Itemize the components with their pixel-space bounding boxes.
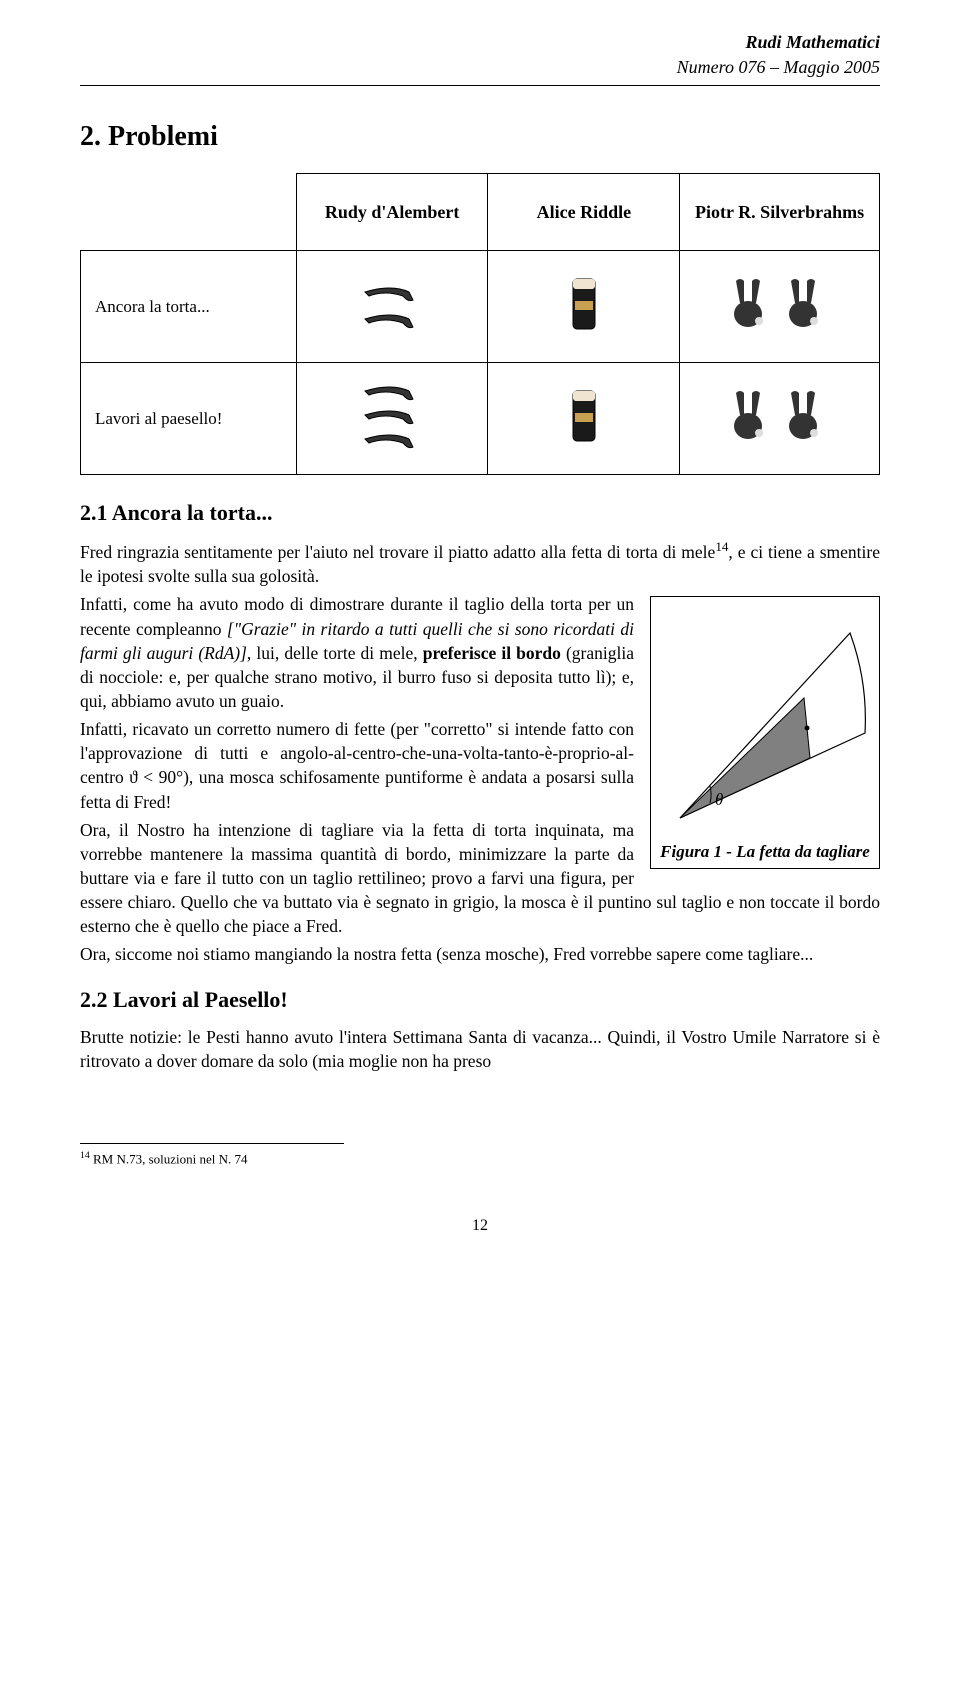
guinness-icon (559, 269, 609, 339)
figure-caption: Figura 1 - La fetta da tagliare (657, 842, 873, 862)
theta-label: θ (715, 790, 723, 809)
table-blank (81, 174, 297, 251)
page-number: 12 (80, 1217, 880, 1235)
cell-bunnies-2 (680, 363, 880, 475)
cell-guinness-2 (488, 363, 680, 475)
col-piotr: Piotr R. Silverbrahms (680, 174, 880, 251)
para-6: Brutte notizie: le Pesti hanno avuto l'i… (80, 1025, 880, 1073)
pipe-icon (357, 274, 427, 334)
cell-pipes-1 (296, 251, 488, 363)
journal-title: Rudi Mathematici (80, 30, 880, 55)
section-2-heading: 2. Problemi (80, 121, 880, 153)
para-1: Fred ringrazia sentitamente per l'aiuto … (80, 538, 880, 588)
p2c: , lui, delle torte di mele, (247, 643, 423, 663)
cell-pipes-2 (296, 363, 488, 475)
wedge-diagram: θ (660, 603, 870, 833)
bunny-icon (720, 269, 840, 339)
row-paesello: Lavori al paesello! (81, 363, 297, 475)
para-5: Ora, siccome noi stiamo mangiando la nos… (80, 942, 880, 966)
guinness-icon (559, 381, 609, 451)
row-torta: Ancora la torta... (81, 251, 297, 363)
footnote-ref-14: 14 (715, 539, 728, 554)
section-22-heading: 2.2 Lavori al Paesello! (80, 987, 880, 1013)
pipe-icon (357, 377, 427, 455)
col-rudy: Rudy d'Alembert (296, 174, 488, 251)
footnote-num: 14 (80, 1150, 90, 1161)
cell-guinness-1 (488, 251, 680, 363)
header-rule (80, 85, 880, 86)
p2d: preferisce il bordo (423, 643, 561, 663)
issue-line: Numero 076 – Maggio 2005 (80, 55, 880, 80)
problems-table: Rudy d'Alembert Alice Riddle Piotr R. Si… (80, 173, 880, 475)
page-header: Rudi Mathematici Numero 076 – Maggio 200… (80, 30, 880, 80)
bunny-icon (720, 381, 840, 451)
p3angle: ϑ < 90° (129, 767, 183, 787)
footnote-text: RM N.73, soluzioni nel N. 74 (90, 1151, 248, 1166)
col-alice: Alice Riddle (488, 174, 680, 251)
footnote-14: 14 RM N.73, soluzioni nel N. 74 (80, 1150, 880, 1167)
p1a: Fred ringrazia sentitamente per l'aiuto … (80, 542, 715, 562)
wrapped-block: θ Figura 1 - La fetta da tagliare Infatt… (80, 592, 880, 942)
cell-bunnies-1 (680, 251, 880, 363)
figure-1: θ Figura 1 - La fetta da tagliare (650, 596, 880, 869)
footnote-rule (80, 1143, 344, 1144)
section-21-heading: 2.1 Ancora la torta... (80, 500, 880, 526)
